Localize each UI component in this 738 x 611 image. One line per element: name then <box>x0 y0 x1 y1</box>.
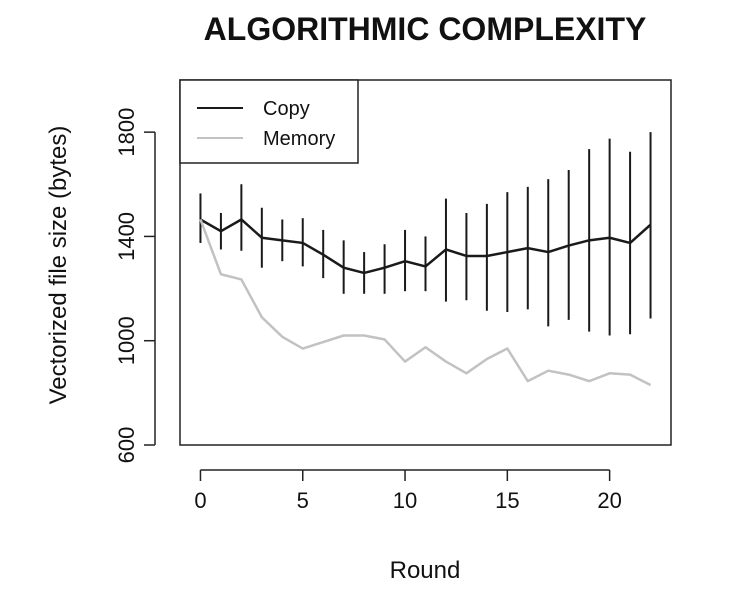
legend: Copy Memory <box>179 79 359 164</box>
x-axis: 0 5 10 15 20 <box>194 469 622 513</box>
x-tick-label: 15 <box>495 488 519 513</box>
y-tick-label: 1800 <box>114 108 139 157</box>
y-tick-label: 600 <box>114 427 139 464</box>
x-tick-label: 10 <box>393 488 417 513</box>
y-tick-label: 1400 <box>114 212 139 261</box>
x-tick-label: 5 <box>297 488 309 513</box>
legend-box <box>179 79 359 164</box>
legend-label-copy: Copy <box>263 98 310 120</box>
x-axis-label: Round <box>390 557 461 584</box>
y-axis: 600 1000 1400 1800 <box>114 108 156 464</box>
x-tick-label: 0 <box>194 488 206 513</box>
x-tick-label: 20 <box>597 488 621 513</box>
chart-title: ALGORITHMIC COMPLEXITY <box>204 11 647 47</box>
y-axis-label: Vectorized file size (bytes) <box>45 126 72 405</box>
plot-frame <box>179 79 672 446</box>
series-line-copy <box>199 218 652 275</box>
series-lines <box>199 218 652 387</box>
series-line-memory <box>199 219 652 387</box>
y-tick-label: 1000 <box>114 316 139 365</box>
legend-label-memory: Memory <box>263 128 335 150</box>
